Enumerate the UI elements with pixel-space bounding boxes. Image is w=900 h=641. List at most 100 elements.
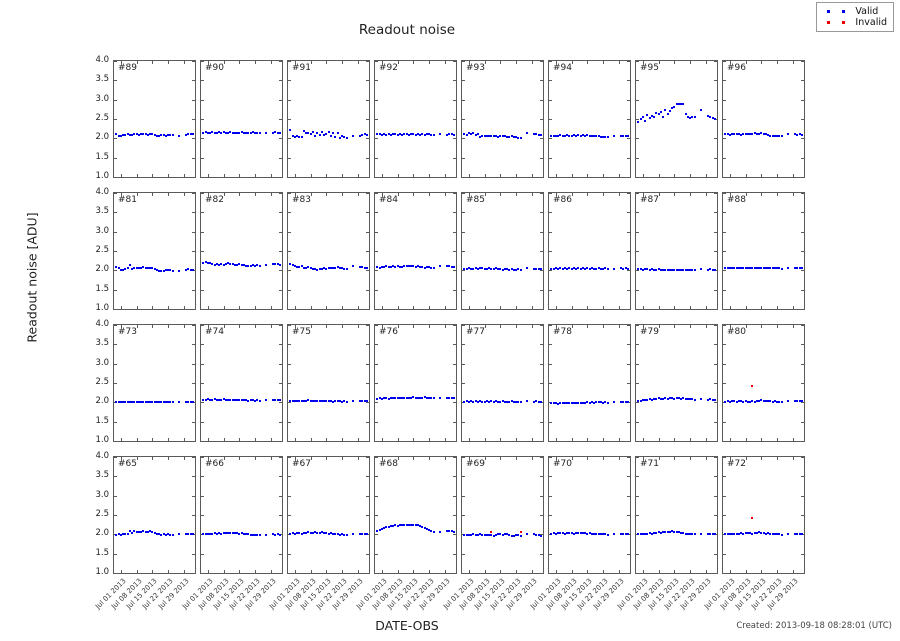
x-tick-top — [674, 457, 676, 460]
y-tick-right — [801, 573, 804, 574]
y-tick — [375, 441, 378, 442]
y-tick — [201, 515, 204, 516]
x-tick — [729, 570, 731, 573]
data-point-valid — [383, 133, 385, 136]
y-tick — [636, 80, 639, 82]
x-tick-top — [571, 193, 573, 196]
data-point-valid — [320, 268, 323, 271]
data-point-valid — [737, 133, 740, 136]
data-point-valid — [474, 533, 477, 536]
data-point-valid — [398, 397, 401, 400]
data-point-valid — [668, 397, 671, 400]
data-point-valid — [410, 265, 412, 268]
data-point-valid — [389, 133, 392, 136]
x-tick-top — [357, 325, 359, 328]
data-point-valid — [771, 532, 774, 535]
y-tick — [462, 309, 465, 310]
y-tick-right — [279, 138, 282, 140]
x-tick-top — [429, 61, 430, 64]
data-point-valid — [224, 263, 227, 266]
data-point-valid — [151, 531, 154, 534]
data-point-valid — [189, 268, 192, 271]
data-point-valid — [517, 136, 520, 139]
data-point-valid — [572, 267, 575, 270]
data-point-valid — [680, 269, 682, 272]
data-point-valid — [476, 267, 479, 270]
y-tick-right — [801, 515, 804, 516]
x-tick — [571, 306, 573, 309]
data-point-valid — [726, 267, 729, 269]
y-tick-right — [453, 80, 456, 82]
y-tick-right — [453, 138, 456, 140]
x-tick-top — [223, 457, 225, 460]
data-point-valid — [470, 400, 472, 403]
x-tick — [745, 306, 747, 309]
data-point-valid — [771, 267, 774, 269]
x-tick — [223, 570, 225, 573]
y-tick-right — [279, 309, 282, 310]
y-tick-right — [366, 212, 369, 214]
data-point-valid — [568, 401, 571, 404]
data-point-valid — [345, 534, 348, 537]
x-tick-top — [310, 325, 312, 328]
x-tick — [223, 174, 225, 177]
x-tick-top — [555, 61, 557, 64]
data-point-valid — [410, 133, 412, 136]
data-point-valid — [494, 135, 497, 138]
data-point-valid — [209, 131, 211, 134]
data-point-valid — [622, 401, 625, 404]
panel-label: #87 — [640, 195, 659, 205]
y-tick-right — [453, 325, 456, 326]
y-tick — [288, 457, 291, 458]
y-tick-right — [801, 251, 804, 252]
data-point-valid — [728, 267, 731, 270]
x-tick — [674, 438, 676, 441]
data-point-valid — [597, 135, 600, 138]
x-tick-top — [516, 61, 517, 64]
x-tick — [207, 570, 209, 573]
data-point-valid — [570, 532, 573, 535]
x-tick-top — [342, 193, 343, 196]
data-point-valid — [338, 137, 341, 140]
x-tick-top — [792, 457, 794, 460]
x-tick-top — [381, 325, 383, 328]
x-tick-top — [207, 325, 209, 328]
y-tick — [375, 61, 378, 62]
x-tick-top — [239, 61, 241, 64]
data-point-valid — [446, 133, 448, 136]
data-point-valid — [220, 532, 223, 535]
data-point-valid — [305, 267, 307, 269]
data-point-valid — [778, 533, 781, 536]
data-point-valid — [675, 531, 678, 533]
y-tick-right — [540, 309, 543, 310]
x-tick — [777, 174, 778, 177]
y-tick — [462, 441, 465, 442]
x-tick-top — [531, 61, 533, 64]
x-tick — [255, 438, 256, 441]
data-point-valid — [213, 132, 216, 135]
data-point-valid — [233, 131, 236, 134]
data-point-valid — [671, 268, 673, 271]
y-tick-right — [453, 441, 456, 442]
panel-label: #83 — [292, 195, 311, 205]
data-point-invalid — [751, 517, 754, 520]
y-tick-right — [279, 231, 282, 233]
panel-ccd74: #74 — [200, 324, 283, 442]
y-tick — [462, 99, 465, 101]
data-point-valid — [416, 397, 419, 400]
y-tick — [549, 270, 552, 272]
y-tick — [549, 119, 552, 120]
data-point-valid — [517, 268, 520, 271]
data-point-valid — [526, 267, 529, 270]
y-tick-right — [192, 177, 195, 178]
data-point-valid — [510, 268, 513, 271]
data-point-valid — [559, 531, 562, 534]
y-tick — [462, 573, 465, 574]
data-point-valid — [215, 398, 218, 401]
data-point-valid — [503, 400, 506, 403]
y-tick-right — [627, 289, 630, 291]
y-tick — [723, 119, 726, 120]
y-tick-right — [192, 231, 195, 233]
x-tick-top — [571, 61, 573, 64]
data-point-valid — [300, 265, 303, 268]
